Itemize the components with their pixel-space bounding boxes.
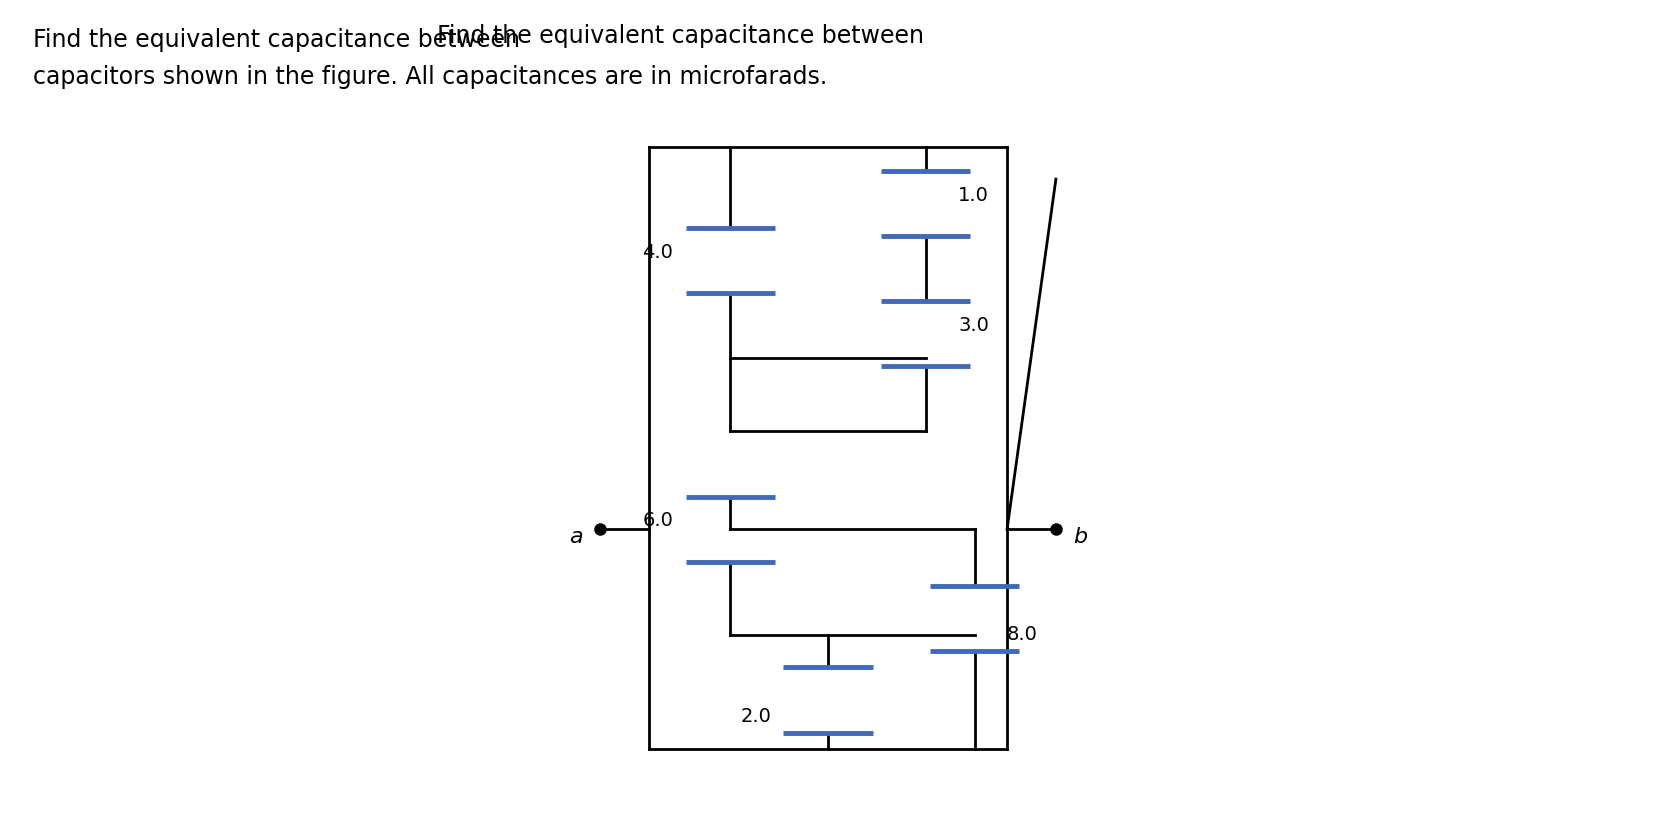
Text: 3.0: 3.0	[958, 316, 988, 335]
Text: capacitors shown in the figure. All capacitances are in microfarads.: capacitors shown in the figure. All capa…	[33, 65, 828, 89]
Text: 1.0: 1.0	[958, 186, 988, 205]
Text: 4.0: 4.0	[642, 243, 674, 262]
Text: Find the equivalent capacitance between: Find the equivalent capacitance between	[437, 24, 932, 48]
Text: $a$: $a$	[568, 527, 583, 547]
Text: $b$: $b$	[1072, 527, 1087, 547]
Text: Find the equivalent capacitance between: Find the equivalent capacitance between	[33, 28, 528, 52]
Text: 2.0: 2.0	[740, 707, 771, 726]
Text: 6.0: 6.0	[642, 511, 674, 531]
Text: 8.0: 8.0	[1006, 625, 1038, 645]
